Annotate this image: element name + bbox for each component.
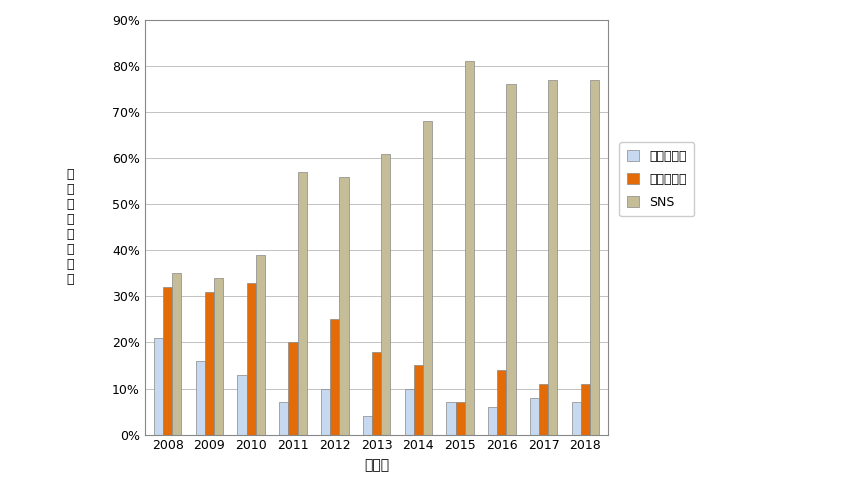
Bar <box>539 384 548 434</box>
Bar <box>456 402 464 434</box>
Bar <box>590 80 599 434</box>
Bar <box>372 352 381 434</box>
Bar <box>297 172 307 434</box>
Bar <box>464 61 474 434</box>
Bar <box>363 416 372 434</box>
Legend: ウェブ検索, 電子商取引, SNS: ウェブ検索, 電子商取引, SNS <box>620 142 694 216</box>
Bar <box>423 121 432 434</box>
Bar <box>330 319 339 434</box>
Bar <box>548 80 557 434</box>
Bar <box>339 177 349 434</box>
Bar <box>205 292 214 434</box>
Bar <box>289 342 297 434</box>
Bar <box>279 402 289 434</box>
Bar <box>214 278 223 434</box>
Bar <box>414 365 423 434</box>
Y-axis label: 論
文
発
表
件
数
比
率: 論 文 発 表 件 数 比 率 <box>67 169 74 286</box>
Bar <box>172 273 182 434</box>
Bar <box>247 282 256 434</box>
Bar <box>488 407 497 434</box>
Bar <box>154 338 163 434</box>
Bar <box>446 402 456 434</box>
Bar <box>405 389 414 434</box>
Bar <box>497 370 506 434</box>
Bar <box>163 287 172 434</box>
Bar <box>572 402 581 434</box>
Bar <box>237 375 247 434</box>
Bar <box>506 84 516 434</box>
Bar <box>381 153 390 434</box>
Bar <box>581 384 590 434</box>
Bar <box>195 361 205 434</box>
Bar <box>530 398 539 434</box>
Bar <box>256 255 265 434</box>
Bar <box>321 389 330 434</box>
X-axis label: 発行年: 発行年 <box>364 458 389 472</box>
